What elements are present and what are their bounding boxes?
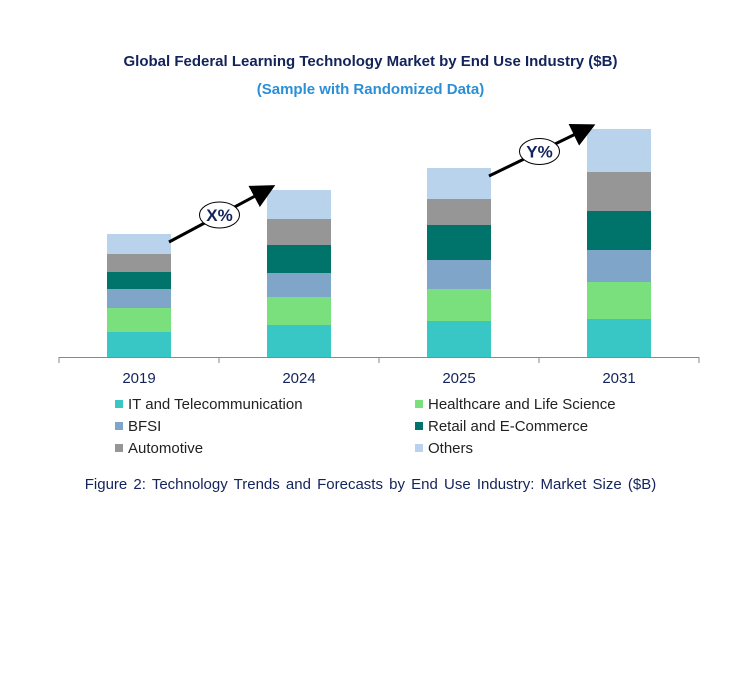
chart-subtitle: (Sample with Randomized Data) bbox=[256, 81, 485, 98]
bar-segment bbox=[107, 332, 171, 357]
cagr-bubble bbox=[199, 201, 240, 229]
chart-title: Global Federal Learning Technology Marke… bbox=[123, 53, 618, 70]
cagr-label: Y% bbox=[526, 143, 552, 162]
bar-segment bbox=[107, 289, 171, 308]
bar-segment bbox=[427, 168, 491, 199]
x-tick-label: 2025 bbox=[442, 370, 475, 387]
bar-segment bbox=[587, 250, 651, 282]
plot-area: 2019 2024 2025 2031 X% Y% bbox=[58, 124, 700, 387]
legend-item: IT and Telecommunication bbox=[115, 396, 303, 413]
bar-segment bbox=[267, 273, 331, 297]
legend-label: Healthcare and Life Science bbox=[428, 396, 616, 413]
bar-segment bbox=[107, 308, 171, 332]
bar-segment bbox=[267, 245, 331, 273]
bar-segment bbox=[267, 219, 331, 245]
bar-segment bbox=[427, 225, 491, 260]
bar-segment bbox=[587, 129, 651, 172]
legend-label: IT and Telecommunication bbox=[128, 396, 303, 413]
x-tick-label: 2024 bbox=[282, 370, 315, 387]
legend-swatch bbox=[415, 400, 423, 408]
bar-segment bbox=[427, 321, 491, 357]
bar-segment bbox=[267, 190, 331, 219]
legend-label: Retail and E-Commerce bbox=[428, 418, 589, 435]
legend-swatch bbox=[415, 444, 423, 452]
cagr-label: X% bbox=[206, 206, 232, 225]
legend-swatch bbox=[115, 400, 123, 408]
legend-item: Automotive bbox=[115, 440, 203, 457]
x-tick-label: 2031 bbox=[602, 370, 635, 387]
legend-item: Healthcare and Life Science bbox=[415, 396, 616, 413]
bar-segment bbox=[107, 234, 171, 254]
bar-segment bbox=[107, 254, 171, 272]
legend-item: Others bbox=[415, 440, 473, 457]
legend-swatch bbox=[115, 422, 123, 430]
bar-segment bbox=[587, 172, 651, 211]
bar-segment bbox=[427, 199, 491, 225]
legend-item: BFSI bbox=[115, 418, 161, 435]
bar-segment bbox=[587, 319, 651, 357]
bar-segment bbox=[427, 260, 491, 289]
bar-segment bbox=[267, 325, 331, 357]
legend-swatch bbox=[415, 422, 423, 430]
legend-item: Retail and E-Commerce bbox=[415, 418, 588, 435]
legend-label: BFSI bbox=[128, 418, 162, 435]
cagr-bubble bbox=[519, 138, 560, 165]
bar-segment bbox=[427, 289, 491, 321]
legend-label: Others bbox=[428, 440, 474, 457]
legend-label: Automotive bbox=[128, 440, 204, 457]
legend-swatch bbox=[115, 444, 123, 452]
x-tick-label: 2019 bbox=[122, 370, 155, 387]
bar-segment bbox=[267, 297, 331, 325]
bar-segment bbox=[587, 211, 651, 250]
figure-caption: Figure 2: Technology Trends and Forecast… bbox=[84, 476, 657, 493]
bar-segment bbox=[107, 272, 171, 289]
bar-segment bbox=[587, 282, 651, 319]
